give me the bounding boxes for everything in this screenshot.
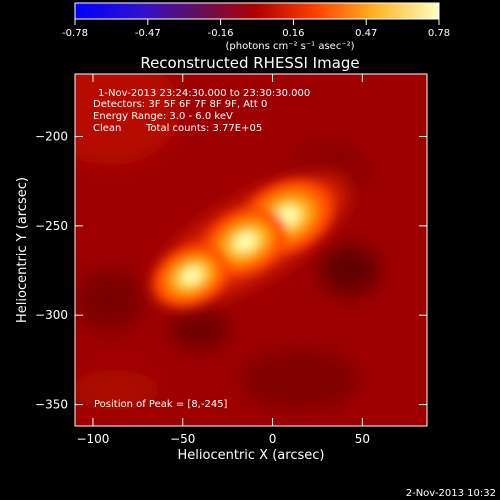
source-blob xyxy=(182,268,202,284)
info-energy: Energy Range: 3.0 - 6.0 keV xyxy=(93,111,233,122)
timestamp: 2-Nov-2013 10:32 xyxy=(406,488,496,499)
x-tick-label: −100 xyxy=(76,432,109,446)
x-axis-label: Heliocentric X (arcsec) xyxy=(178,448,325,463)
plot-frame xyxy=(74,73,428,427)
peak-position-label: Position of Peak = [8,-245] xyxy=(94,399,228,410)
colorbar-tick-label: 0.47 xyxy=(355,28,377,39)
x-tick-label: 50 xyxy=(355,432,370,446)
y-tick-label: −250 xyxy=(35,219,68,233)
colorbar-tick-label: 0.16 xyxy=(282,28,304,39)
x-tick-label: −50 xyxy=(170,432,195,446)
colorbar-tick-label: -0.47 xyxy=(135,28,161,39)
y-tick-label: −200 xyxy=(35,130,68,144)
source-group xyxy=(153,180,333,307)
colorbar-units: (photons cm⁻² s⁻¹ asec⁻²) xyxy=(225,41,354,52)
source-blob xyxy=(235,233,257,251)
y-axis-ticks: −200 −250 −300 −350 xyxy=(35,130,427,412)
colorbar xyxy=(74,2,440,20)
info-method: Clean xyxy=(93,123,121,134)
x-axis-ticks: −100 −50 0 50 xyxy=(76,74,370,446)
y-axis-label: Heliocentric Y (arcsec) xyxy=(15,177,30,323)
info-counts: Total counts: 3.77E+05 xyxy=(145,123,262,134)
y-tick-label: −300 xyxy=(35,308,68,322)
info-detectors: Detectors: 3F 5F 6F 7F 8F 9F, Att 0 xyxy=(93,99,267,110)
x-tick-label: 0 xyxy=(269,432,277,446)
colorbar-tick-label: -0.78 xyxy=(62,28,88,39)
info-time-range: 1-Nov-2013 23:24:30.000 to 23:30:30.000 xyxy=(98,88,310,99)
heatmap-image xyxy=(75,74,427,426)
colorbar-ticks: -0.78 -0.47 -0.16 0.16 0.47 0.78 xyxy=(62,19,450,39)
chart-title: Reconstructed RHESSI Image xyxy=(140,54,359,72)
colorbar-tick-label: 0.78 xyxy=(428,28,450,39)
y-tick-label: −350 xyxy=(35,398,68,412)
colorbar-tick-label: -0.16 xyxy=(208,28,234,39)
